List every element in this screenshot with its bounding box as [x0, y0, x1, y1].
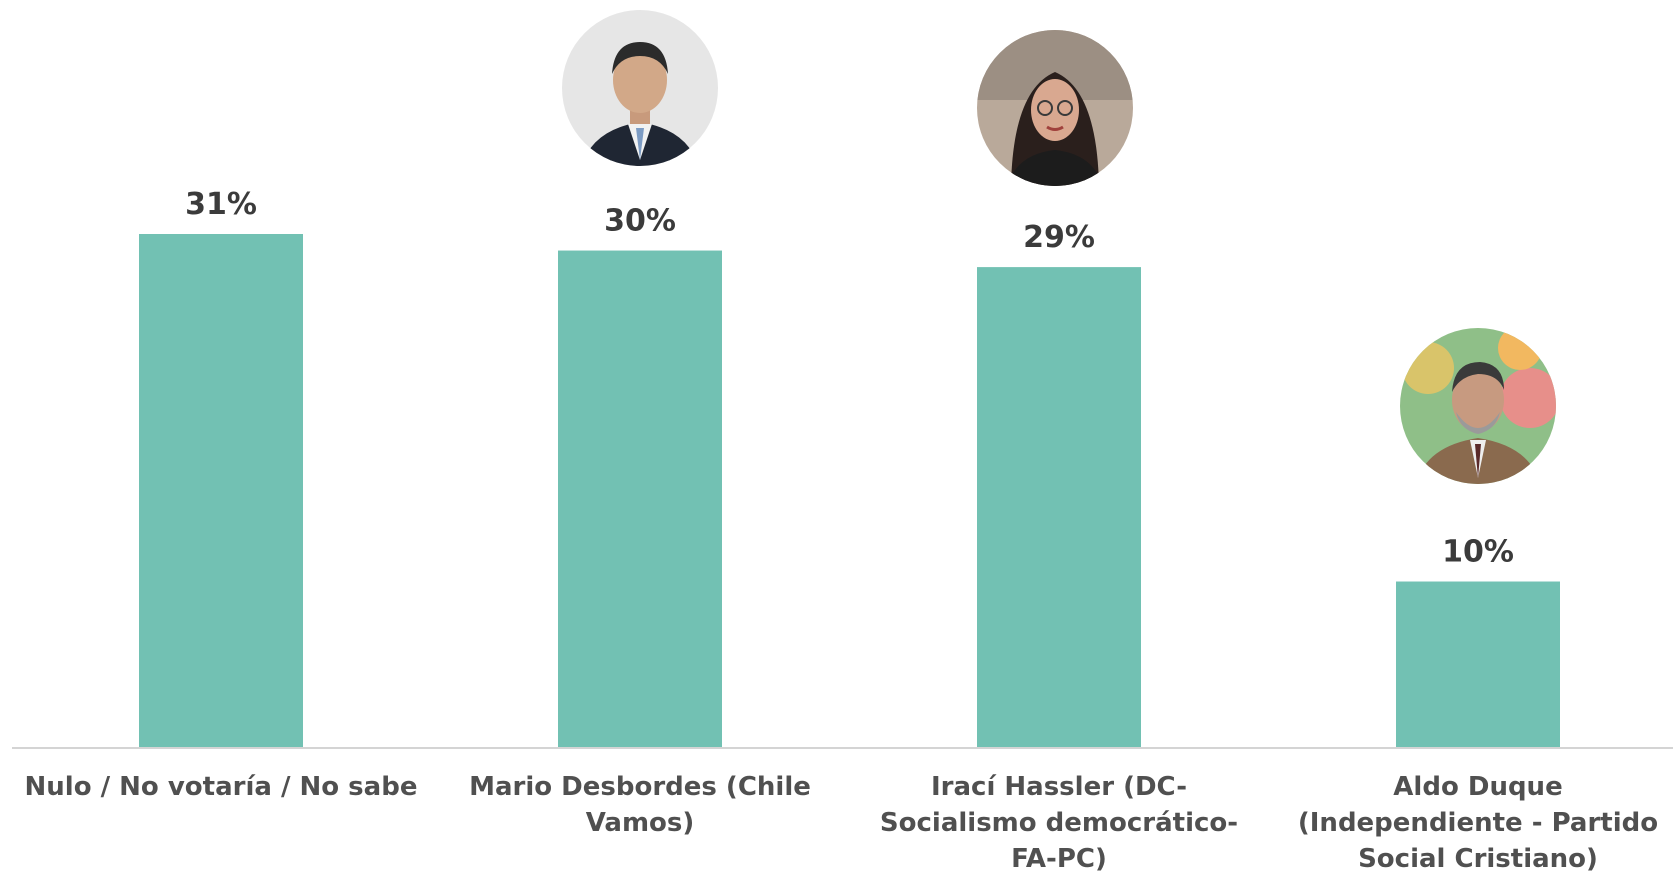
bars-group — [139, 234, 1560, 747]
bar-3 — [977, 267, 1141, 747]
category-label-2: Mario Desbordes (Chile Vamos) — [469, 772, 811, 838]
portrait-image — [562, 10, 718, 166]
category-label-1: Nulo / No votaría / No sabe — [24, 772, 418, 802]
value-labels-group: 31% 30% 29% 10% — [185, 187, 1514, 570]
avatar-mario-desbordes — [562, 10, 718, 166]
value-label-4: 10% — [1442, 535, 1514, 570]
bar-2 — [558, 250, 722, 747]
category-label-4: Aldo Duque (Independiente - Partido Soci… — [1297, 772, 1659, 874]
portrait-image — [1400, 328, 1556, 484]
value-label-2: 30% — [604, 204, 676, 239]
category-label-3: Irací Hassler (DC-Socialismo democrático… — [879, 772, 1239, 874]
avatar-iraci-hassler — [977, 30, 1133, 186]
value-label-1: 31% — [185, 187, 257, 222]
bar-4 — [1396, 581, 1560, 747]
value-label-3: 29% — [1023, 220, 1095, 255]
portrait-image — [977, 30, 1133, 186]
avatar-aldo-duque — [1400, 328, 1556, 484]
bar-1 — [139, 234, 303, 747]
